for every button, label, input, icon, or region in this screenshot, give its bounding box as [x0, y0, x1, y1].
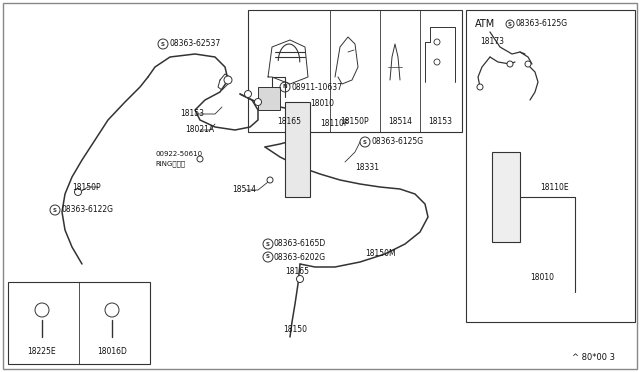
Bar — [8, 282, 150, 364]
Text: S: S — [363, 140, 367, 144]
Text: 08363-6202G: 08363-6202G — [274, 253, 326, 262]
Text: S: S — [161, 42, 165, 46]
Text: 00922-50610: 00922-50610 — [155, 151, 202, 157]
Text: 08363-6125G: 08363-6125G — [515, 19, 567, 29]
Circle shape — [224, 76, 232, 84]
Text: 08911-10637: 08911-10637 — [291, 83, 342, 92]
Text: ATM: ATM — [475, 19, 495, 29]
Text: 18225E: 18225E — [28, 347, 56, 356]
Text: 18010: 18010 — [530, 273, 554, 282]
Text: 18153: 18153 — [180, 109, 204, 119]
Circle shape — [267, 177, 273, 183]
Circle shape — [296, 276, 303, 282]
Text: 18331: 18331 — [355, 163, 379, 171]
Text: 18110F: 18110F — [320, 119, 348, 128]
Text: 18150P: 18150P — [72, 183, 100, 192]
Text: 08363-6122G: 08363-6122G — [61, 205, 113, 215]
Bar — [248, 10, 462, 132]
Text: S: S — [53, 208, 57, 212]
Text: S: S — [508, 22, 512, 26]
Circle shape — [255, 99, 262, 106]
Polygon shape — [285, 102, 310, 197]
Text: 18150M: 18150M — [365, 250, 396, 259]
Circle shape — [507, 61, 513, 67]
Text: 18150P: 18150P — [340, 118, 369, 126]
Polygon shape — [492, 152, 520, 242]
Text: 18021A: 18021A — [185, 125, 214, 135]
Polygon shape — [258, 87, 280, 110]
Text: 18514: 18514 — [388, 118, 412, 126]
Circle shape — [525, 61, 531, 67]
Text: 18110E: 18110E — [540, 183, 568, 192]
Text: 18165: 18165 — [277, 118, 301, 126]
Text: S: S — [266, 241, 270, 247]
Text: 18514: 18514 — [232, 186, 256, 195]
Text: 08363-6165D: 08363-6165D — [274, 240, 326, 248]
Text: 18173: 18173 — [480, 38, 504, 46]
Text: RINGリング: RINGリング — [155, 161, 185, 167]
Circle shape — [74, 189, 81, 196]
Bar — [466, 10, 635, 322]
Text: 08363-6125G: 08363-6125G — [371, 138, 423, 147]
Text: 18010: 18010 — [310, 99, 334, 109]
Text: 18016D: 18016D — [97, 347, 127, 356]
Circle shape — [35, 303, 49, 317]
Text: 18150: 18150 — [283, 326, 307, 334]
Circle shape — [197, 156, 203, 162]
Circle shape — [105, 303, 119, 317]
Text: S: S — [266, 254, 270, 260]
Circle shape — [244, 90, 252, 97]
Text: 18153: 18153 — [428, 118, 452, 126]
Text: 18165: 18165 — [285, 267, 309, 276]
Text: ^ 80*00 3: ^ 80*00 3 — [572, 353, 615, 362]
Circle shape — [477, 84, 483, 90]
Text: N: N — [283, 84, 287, 90]
Text: 08363-62537: 08363-62537 — [169, 39, 220, 48]
